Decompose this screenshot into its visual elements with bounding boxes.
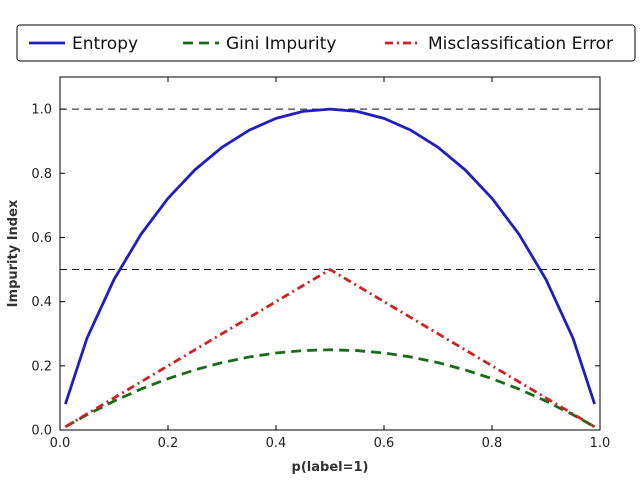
series-line-entropy (64, 107, 596, 405)
x-tick-label: 0.4 (266, 436, 287, 451)
x-axis-label: p(label=1) (292, 460, 369, 475)
plot-frame (59, 76, 601, 431)
y-tick-label: 0.6 (31, 231, 52, 246)
x-tick-label: 0.6 (374, 436, 395, 451)
y-tick-label: 0.4 (31, 295, 52, 310)
legend-label: Entropy (72, 34, 138, 54)
series-line-misclassification-error (64, 268, 596, 428)
legend-box (16, 24, 636, 62)
legend-label: Misclassification Error (428, 34, 613, 54)
x-tick-label: 1.0 (590, 436, 611, 451)
series-line-gini-impurity (64, 348, 596, 429)
y-tick-label: 0.8 (31, 167, 52, 182)
y-tick-label: 0.0 (31, 424, 52, 439)
series-layer (64, 107, 596, 429)
reference-lines (60, 108, 600, 271)
axis-ticks: 0.0 0.2 0.4 0.6 0.8 1.0 0.0 0.2 0.4 0.6 0.8 1.0 (31, 77, 610, 451)
x-tick-label: 0.8 (482, 436, 503, 451)
legend: Entropy Gini Impurity Misclassification Er… (16, 24, 636, 62)
x-tick-label: 0.0 (50, 436, 71, 451)
legend-label: Gini Impurity (226, 34, 336, 54)
y-tick-label: 0.2 (31, 359, 52, 374)
x-tick-label: 0.2 (158, 436, 179, 451)
y-axis-label: Impurity Index (6, 199, 21, 307)
y-tick-label: 1.0 (31, 103, 52, 118)
